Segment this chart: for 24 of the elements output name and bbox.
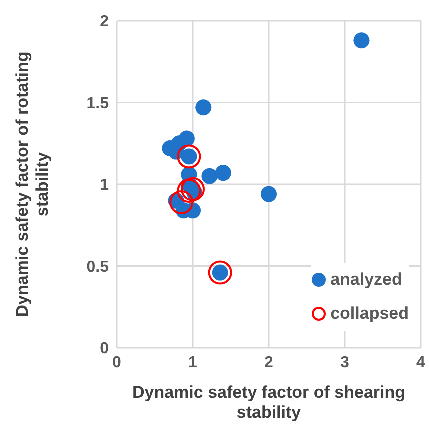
y-tick-label: 0.5: [86, 258, 110, 276]
y-tick-label: 2: [100, 14, 110, 31]
x-tick-label: 3: [340, 354, 350, 372]
y-axis-title: Dynamic safety factor of rotating stability: [13, 52, 52, 318]
legend-label: analyzed: [330, 270, 402, 290]
point: [170, 190, 194, 214]
point: [181, 177, 205, 202]
x-tick-label: 1: [188, 354, 198, 372]
x-tick-label: 0: [112, 354, 122, 372]
point: [208, 260, 232, 285]
y-tick-label: 0: [100, 340, 110, 358]
point: [202, 168, 218, 184]
x-tick-label: 2: [264, 354, 274, 372]
point: [354, 32, 370, 49]
point: [177, 179, 202, 204]
point: [261, 186, 277, 202]
point: [215, 165, 232, 182]
x-axis-title: Dynamic safety factor of shearing stability: [132, 383, 406, 422]
point: [177, 144, 202, 169]
legend-label: collapsed: [330, 304, 409, 324]
y-tick-label: 1: [100, 177, 110, 194]
y-tick-label: 1.5: [86, 95, 110, 112]
x-tick-label: 4: [416, 354, 426, 372]
point: [196, 100, 212, 116]
